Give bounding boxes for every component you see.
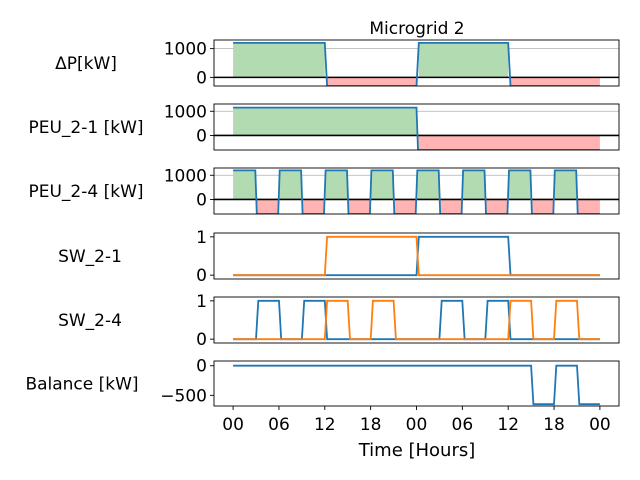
- x-tick-label: 06: [268, 415, 290, 435]
- x-tick-label: 00: [222, 415, 244, 435]
- y-tick-label: 1000: [164, 166, 207, 186]
- positive-fill: [417, 170, 439, 200]
- x-tick-label: 00: [406, 415, 428, 435]
- y-axis-label: ΔP[kW]: [55, 54, 117, 74]
- series-line-blue: [233, 364, 600, 406]
- y-axis-label: PEU_2-4 [kW]: [28, 182, 143, 202]
- subplot-4: 0 1 SW_2-1: [58, 228, 620, 286]
- y-tick-label: 1000: [164, 40, 207, 60]
- plot-area: [233, 235, 600, 277]
- plot-area: [214, 42, 619, 86]
- y-axis-label: PEU_2-1 [kW]: [28, 118, 143, 138]
- axes-frame: [213, 167, 620, 215]
- negative-fill: [486, 199, 508, 214]
- x-tick-label: 18: [543, 415, 565, 435]
- plot-area: [233, 299, 600, 341]
- positive-fill: [463, 170, 485, 200]
- series-line-orange: [233, 235, 600, 277]
- positive-fill: [279, 170, 302, 200]
- positive-fill: [554, 170, 577, 200]
- series-line-blue: [233, 106, 600, 150]
- axes-frame: [213, 39, 620, 87]
- y-tick-label: 1: [196, 292, 207, 312]
- negative-fill: [327, 77, 417, 86]
- negative-fill: [510, 77, 600, 86]
- subplot-5: 0 1 SW_2-4: [58, 292, 620, 350]
- positive-fill: [233, 170, 256, 200]
- x-tick-label: 06: [452, 415, 474, 435]
- y-tick-label: 1: [196, 228, 207, 248]
- plot-area: [233, 364, 600, 406]
- series-line-blue: [233, 169, 600, 214]
- negative-fill: [531, 199, 554, 214]
- y-tick-label: 0: [196, 357, 207, 377]
- plot-area: [214, 169, 619, 214]
- negative-fill: [394, 199, 416, 214]
- subplot-6: 0 −500 Balance [kW] 00 06 12 18 00 06 12 18 00: [25, 357, 620, 435]
- y-tick-label: 1000: [164, 102, 207, 122]
- negative-fill: [302, 199, 325, 214]
- axes-frame: [213, 103, 620, 151]
- positive-fill: [233, 42, 325, 78]
- figure-title: Microgrid 2: [369, 19, 464, 39]
- positive-fill: [508, 170, 531, 200]
- y-axis-label: SW_2-1: [58, 247, 122, 267]
- y-axis-label: SW_2-4: [58, 311, 122, 331]
- y-tick-label: 0: [196, 266, 207, 286]
- negative-fill: [577, 199, 600, 214]
- x-tick-label: 12: [497, 415, 519, 435]
- y-tick-label: 0: [196, 330, 207, 350]
- x-axis-label: Time [Hours]: [358, 440, 476, 461]
- series-line-blue: [233, 42, 600, 86]
- positive-fill: [325, 170, 347, 200]
- subplot-3: 0 1000 PEU_2-4 [kW]: [28, 166, 620, 215]
- x-tick-label: 00: [589, 415, 611, 435]
- axes-frame: [213, 296, 620, 344]
- y-tick-label: 0: [196, 68, 207, 88]
- negative-fill: [418, 135, 600, 150]
- negative-fill: [440, 199, 462, 214]
- series-line-orange: [233, 299, 600, 341]
- plot-area: [214, 106, 619, 150]
- y-tick-label: 0: [196, 126, 207, 146]
- positive-fill: [233, 107, 417, 136]
- negative-fill: [256, 199, 279, 214]
- series-line-blue: [233, 299, 600, 341]
- negative-fill: [348, 199, 370, 214]
- x-tick-label: 12: [314, 415, 336, 435]
- axes-frame: [213, 232, 620, 280]
- y-tick-label: −500: [160, 386, 207, 406]
- positive-fill: [371, 170, 393, 200]
- subplot-1: 0 1000 ΔP[kW]: [55, 39, 620, 88]
- y-axis-label: Balance [kW]: [25, 375, 138, 395]
- axes-frame: [213, 360, 620, 407]
- subplot-2: 0 1000 PEU_2-1 [kW]: [28, 102, 620, 151]
- y-tick-label: 0: [196, 190, 207, 210]
- positive-fill: [418, 42, 509, 78]
- x-tick-label: 18: [360, 415, 382, 435]
